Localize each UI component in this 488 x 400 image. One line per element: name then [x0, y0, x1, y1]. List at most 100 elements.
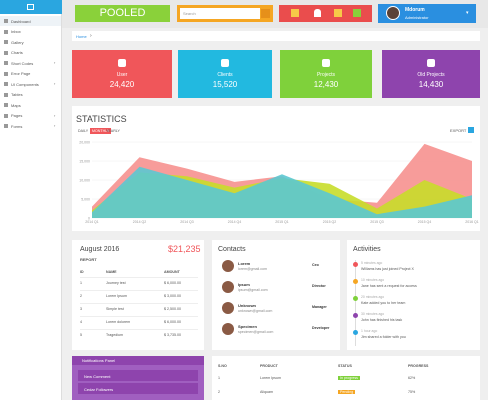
- contact-role: Developer: [312, 326, 330, 330]
- tile-value: 15,520: [212, 80, 238, 89]
- menu-item[interactable]: Charts: [0, 48, 61, 58]
- export-button[interactable]: [468, 127, 474, 133]
- task-icon[interactable]: [353, 9, 361, 17]
- y-tick-label: 15,000: [79, 160, 90, 164]
- timeline-dot: [353, 313, 358, 318]
- x-tick-label: 2016 Q1: [465, 220, 478, 224]
- tile-value: 24,420: [109, 80, 135, 89]
- menu-item[interactable]: Pages ›: [0, 111, 61, 121]
- column-header: NAME: [106, 270, 117, 274]
- tile-label: Old Projects: [417, 72, 445, 78]
- cell: 5: [80, 333, 82, 337]
- user-box[interactable]: Mdorum Administrator ▾: [378, 4, 476, 23]
- notification[interactable]: [78, 370, 198, 381]
- y-tick-label: 10,000: [79, 179, 90, 183]
- stat-tile: Projects 12,430: [280, 50, 372, 98]
- menu-icon: [4, 40, 8, 44]
- tile-icon: [221, 59, 229, 67]
- contacts-panel: Contacts Lorem lorem@gmail.com Ceo Ipsum ips…: [212, 240, 340, 350]
- cell: Tragedium: [106, 333, 124, 337]
- menu-label: Tables: [11, 92, 23, 97]
- tab[interactable]: MONTHLY: [90, 128, 112, 134]
- menu-icon: [4, 71, 8, 76]
- x-tick-label: 2014 Q2: [133, 220, 146, 224]
- menu-label: Gallery: [11, 39, 24, 45]
- contact-name: Lorem: [238, 261, 251, 266]
- user-name: Mdorum: [405, 7, 425, 13]
- menu-caret: ›: [54, 60, 56, 65]
- menu-item[interactable]: Forms ›: [0, 121, 61, 131]
- column-header: PROGRESS: [408, 364, 429, 368]
- menu-label: Pages: [11, 113, 23, 118]
- menu-item[interactable]: UI Components ›: [0, 79, 61, 89]
- cell: 62%: [408, 376, 416, 380]
- cell: 2: [218, 390, 220, 394]
- breadcrumb-home[interactable]: Home: [76, 34, 87, 39]
- menu-item[interactable]: Gallery: [0, 37, 61, 47]
- menu-icon: [4, 124, 8, 128]
- flag-icon[interactable]: [334, 9, 342, 17]
- activity-text: John has finished his task: [361, 318, 403, 322]
- statistics-chart: 0 5,000 10,000 15,000 20,000 2014 Q1 2014 Q2 20…: [79, 141, 478, 225]
- cell: 3: [80, 307, 82, 311]
- stat-tile: User 24,420: [72, 50, 172, 98]
- cell: 1: [218, 376, 220, 380]
- row-divider: [80, 316, 198, 317]
- products-table: S.NO PRODUCT STATUS PROGRESS 1 Lorem Ipsum In …: [212, 356, 480, 400]
- y-tick-label: 5,000: [81, 198, 90, 202]
- x-tick-label: 2015 Q3: [370, 220, 383, 224]
- y-tick-label: 20,000: [79, 141, 90, 145]
- cell: Journey test: [106, 281, 126, 285]
- cell: 75%: [408, 390, 416, 394]
- menu-item[interactable]: Dashboard: [0, 16, 61, 26]
- tile-label: Projects: [316, 72, 336, 78]
- menu-item[interactable]: Tables: [0, 90, 61, 100]
- cell: $ 3,735.00: [164, 333, 181, 337]
- statistics-title: STATISTICS: [76, 114, 127, 124]
- cell: In progress: [338, 376, 360, 380]
- notification-label: New Comment: [84, 373, 111, 379]
- contact-role: Ceo: [312, 263, 319, 267]
- report-title: August 2016: [80, 246, 120, 253]
- icon-bar: [279, 5, 372, 22]
- area: [92, 166, 472, 218]
- tab[interactable]: YEARLY: [106, 129, 120, 133]
- contact: Ipsum ipsum@gmail.com Director: [212, 279, 340, 299]
- tile-value: 14,430: [418, 80, 444, 89]
- user-subtitle: Administrator: [405, 15, 429, 20]
- menu-label: Maps: [11, 102, 21, 108]
- stat-tile: Old Projects 14,430: [382, 50, 480, 98]
- cell: Simple test: [106, 307, 124, 311]
- search-button[interactable]: [261, 9, 270, 18]
- tab[interactable]: DAILY: [78, 129, 89, 133]
- row-divider: [80, 303, 198, 304]
- column-header: ID: [80, 270, 84, 274]
- menu-item[interactable]: Error Page: [0, 69, 61, 79]
- column-header: S.NO: [218, 364, 227, 368]
- activity-text: Jim shared a folder with you: [361, 335, 406, 339]
- activity-text: Williams has just joined Project X: [361, 267, 414, 271]
- menu-label: Short Codes: [11, 60, 34, 66]
- export-label[interactable]: EXPORT: [450, 128, 467, 133]
- contact: Lorem lorem@gmail.com Ceo: [212, 258, 340, 278]
- search-input[interactable]: Search: [180, 8, 260, 19]
- contact-name: Ipsum: [238, 282, 250, 287]
- contact-role: Manager: [312, 305, 327, 309]
- menu-caret: ›: [54, 123, 56, 128]
- tile-icon: [322, 59, 330, 67]
- sidebar: Dashboard Inbox Gallery Charts Short Codes › E…: [0, 0, 62, 400]
- tile-label: Clients: [217, 72, 233, 78]
- menu-item[interactable]: Inbox: [0, 27, 61, 37]
- timeline-dot: [353, 296, 358, 301]
- contact-name: Unknown: [238, 303, 256, 308]
- tile-value: 12,430: [313, 80, 339, 89]
- menu-item[interactable]: Maps: [0, 100, 61, 110]
- notification[interactable]: [78, 383, 198, 394]
- menu-label: Charts: [11, 50, 23, 55]
- menu-item[interactable]: Short Codes ›: [0, 58, 61, 68]
- cell: Pending: [338, 390, 356, 394]
- bell-icon[interactable]: [314, 9, 321, 17]
- contact-name: Specimen: [238, 324, 257, 329]
- timeline-dot: [353, 262, 358, 267]
- mail-icon[interactable]: [291, 9, 299, 17]
